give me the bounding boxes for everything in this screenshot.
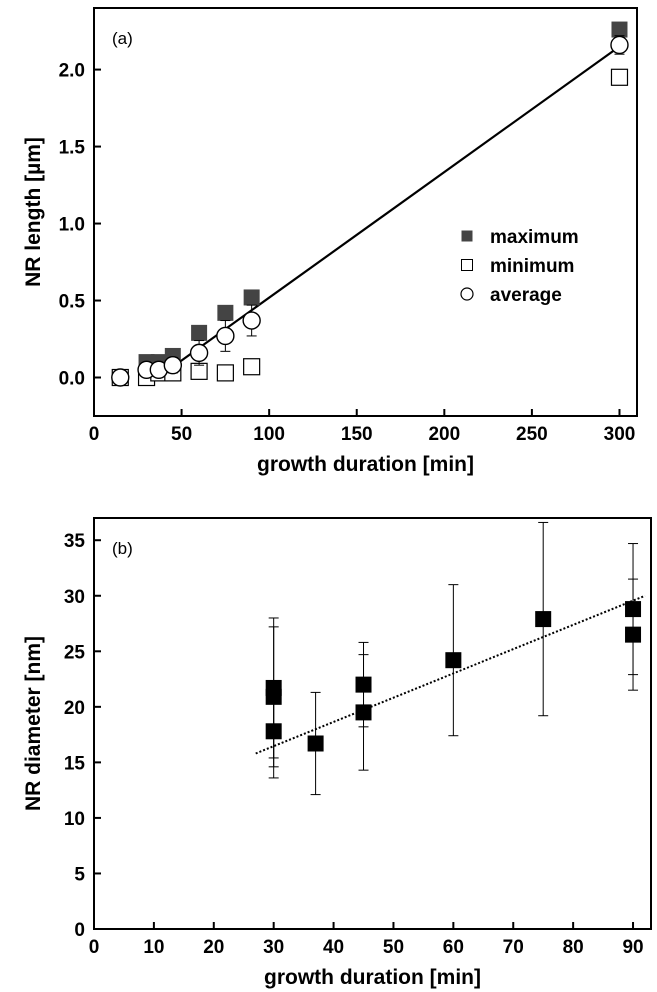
data-point [625, 626, 642, 643]
data-point [265, 723, 282, 740]
legend-a: maximum minimum average [460, 227, 579, 306]
ticks-b: 0 10 20 30 40 50 60 70 80 90 0 5 10 15 20 25 30 35 [64, 531, 644, 958]
panel-b: (b) 0 10 20 30 40 50 60 70 80 90 0 5 10 15 20 25 30 35 gr… [22, 517, 652, 989]
y-tick-label: 10 [64, 809, 85, 830]
minimum-point [216, 364, 234, 382]
average-point [610, 35, 629, 55]
x-tick-label: 20 [203, 937, 224, 958]
legend-label-average: average [490, 285, 562, 306]
y-tick-label: 1.5 [59, 138, 86, 159]
legend-label-maximum: maximum [490, 227, 579, 248]
markers-a [111, 21, 629, 387]
x-tick-label: 0 [89, 937, 100, 958]
x-tick-label: 100 [253, 424, 285, 445]
x-tick-label: 60 [443, 937, 464, 958]
plot-frame-b [93, 517, 652, 930]
y-tick-label: 0.0 [59, 369, 85, 390]
y-tick-label: 5 [74, 864, 85, 885]
data-point [445, 652, 462, 669]
y-tick-label: 35 [64, 531, 86, 552]
x-axis-title-a: growth duration [min] [257, 453, 474, 476]
data-point [307, 735, 324, 752]
maximum-point [217, 304, 234, 321]
x-tick-label: 90 [622, 937, 643, 958]
legend-marker-minimum [461, 259, 473, 271]
y-tick-label: 1.0 [59, 215, 85, 236]
ticks-a: 0 50 100 150 200 250 300 0.0 0.5 1.0 1.5 2.0 [59, 61, 636, 445]
y-tick-label: 2.0 [59, 61, 85, 82]
x-tick-label: 250 [516, 424, 548, 445]
x-tick-label: 80 [563, 937, 584, 958]
average-point [189, 343, 209, 363]
x-tick-label: 150 [341, 424, 373, 445]
minimum-point [610, 68, 629, 86]
x-axis-title-b: growth duration [min] [264, 966, 481, 989]
y-tick-label: 20 [64, 698, 85, 719]
maximum-point [611, 21, 628, 38]
average-point [216, 326, 235, 346]
fit-line-b [255, 594, 646, 755]
minimum-point [190, 362, 208, 380]
legend-marker-maximum [461, 230, 473, 242]
legend-marker-average [460, 287, 474, 301]
x-tick-label: 50 [383, 937, 404, 958]
maximum-point [243, 289, 260, 306]
markers-b [265, 521, 642, 796]
average-point [111, 368, 130, 387]
data-point [355, 704, 372, 721]
legend-label-minimum: minimum [490, 256, 574, 277]
y-tick-label: 25 [64, 642, 86, 663]
panel-a: (a) 0 50 100 150 200 250 300 0.0 0.5 1.0 1.5 2.0 ma… [22, 7, 638, 476]
y-tick-label: 15 [64, 753, 86, 774]
y-tick-label: 0 [74, 920, 85, 941]
plot-frame-a [93, 7, 638, 417]
minimum-point [243, 358, 261, 376]
fit-line-a [172, 45, 621, 368]
x-tick-label: 0 [89, 424, 100, 445]
y-axis-title-a: NR length [µm] [22, 137, 45, 287]
y-axis-title-b: NR diameter [nm] [22, 636, 45, 811]
average-point [163, 355, 183, 375]
x-tick-label: 40 [323, 937, 344, 958]
x-tick-label: 50 [171, 424, 192, 445]
x-tick-label: 200 [428, 424, 460, 445]
panel-label-b: (b) [112, 539, 133, 558]
data-point [535, 611, 552, 628]
x-tick-label: 30 [263, 937, 284, 958]
x-tick-label: 300 [604, 424, 636, 445]
x-tick-label: 10 [143, 937, 164, 958]
average-point [242, 311, 261, 330]
x-tick-label: 70 [503, 937, 524, 958]
y-tick-label: 30 [64, 587, 85, 608]
panel-label-a: (a) [112, 29, 133, 48]
fit-line [255, 594, 646, 755]
y-tick-label: 0.5 [59, 292, 86, 313]
maximum-point [191, 324, 208, 341]
fit-line [172, 45, 621, 368]
